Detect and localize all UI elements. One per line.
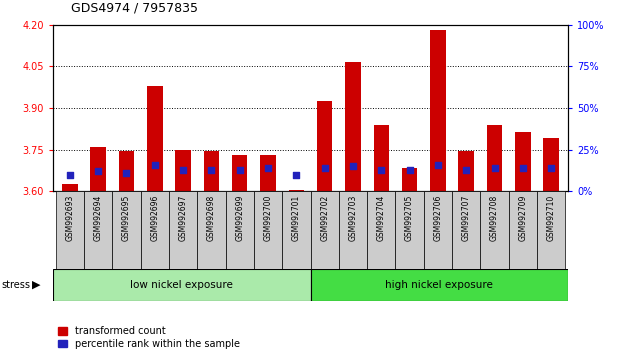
Point xyxy=(206,167,216,172)
Text: GSM992707: GSM992707 xyxy=(462,195,471,241)
Bar xyxy=(310,269,568,301)
Text: GSM992708: GSM992708 xyxy=(490,195,499,241)
Text: GSM992705: GSM992705 xyxy=(405,195,414,241)
Bar xyxy=(254,191,282,269)
Point xyxy=(376,167,386,172)
Text: stress: stress xyxy=(1,280,30,290)
Text: GSM992697: GSM992697 xyxy=(179,195,188,241)
Bar xyxy=(289,190,304,191)
Bar xyxy=(373,125,389,191)
Text: high nickel exposure: high nickel exposure xyxy=(386,280,493,290)
Text: GSM992695: GSM992695 xyxy=(122,195,131,241)
Bar xyxy=(396,191,424,269)
Bar xyxy=(119,151,134,191)
Text: GSM992702: GSM992702 xyxy=(320,195,329,241)
Point xyxy=(546,165,556,171)
Bar xyxy=(84,191,112,269)
Bar xyxy=(169,191,197,269)
Text: GSM992699: GSM992699 xyxy=(235,195,244,241)
Bar xyxy=(53,269,310,301)
Legend: transformed count, percentile rank within the sample: transformed count, percentile rank withi… xyxy=(58,326,240,349)
Bar xyxy=(345,62,361,191)
Point xyxy=(433,162,443,167)
Bar xyxy=(509,191,537,269)
Text: GSM992703: GSM992703 xyxy=(348,195,358,241)
Point xyxy=(518,165,528,171)
Point xyxy=(178,167,188,172)
Text: GSM992704: GSM992704 xyxy=(377,195,386,241)
Bar xyxy=(452,191,481,269)
Bar xyxy=(367,191,396,269)
Bar xyxy=(232,155,248,191)
Bar xyxy=(537,191,565,269)
Bar xyxy=(147,86,163,191)
Bar xyxy=(543,138,559,191)
Bar xyxy=(487,125,502,191)
Bar xyxy=(204,151,219,191)
Text: GSM992700: GSM992700 xyxy=(263,195,273,241)
Bar xyxy=(339,191,367,269)
Bar xyxy=(260,155,276,191)
Bar xyxy=(424,191,452,269)
Text: GDS4974 / 7957835: GDS4974 / 7957835 xyxy=(71,1,199,14)
Bar xyxy=(197,191,225,269)
Bar xyxy=(112,191,140,269)
Point xyxy=(122,170,132,176)
Bar xyxy=(402,167,417,191)
Bar xyxy=(225,191,254,269)
Point xyxy=(235,167,245,172)
Bar xyxy=(175,149,191,191)
Text: ▶: ▶ xyxy=(32,280,41,290)
Text: GSM992709: GSM992709 xyxy=(519,195,527,241)
Bar xyxy=(310,191,339,269)
Bar xyxy=(515,132,531,191)
Bar xyxy=(140,191,169,269)
Text: low nickel exposure: low nickel exposure xyxy=(130,280,233,290)
Text: GSM992694: GSM992694 xyxy=(94,195,102,241)
Text: GSM992706: GSM992706 xyxy=(433,195,442,241)
Text: GSM992696: GSM992696 xyxy=(150,195,159,241)
Bar xyxy=(430,30,446,191)
Point xyxy=(461,167,471,172)
Point xyxy=(489,165,499,171)
Text: GSM992693: GSM992693 xyxy=(65,195,75,241)
Point xyxy=(348,163,358,169)
Point xyxy=(405,167,415,172)
Point xyxy=(93,169,103,174)
Bar xyxy=(56,191,84,269)
Bar xyxy=(62,184,78,191)
Bar xyxy=(317,101,332,191)
Bar xyxy=(90,147,106,191)
Point xyxy=(150,162,160,167)
Bar xyxy=(458,151,474,191)
Point xyxy=(263,165,273,171)
Bar xyxy=(282,191,310,269)
Point xyxy=(291,172,301,177)
Text: GSM992701: GSM992701 xyxy=(292,195,301,241)
Text: GSM992710: GSM992710 xyxy=(546,195,556,241)
Bar xyxy=(481,191,509,269)
Point xyxy=(65,172,75,177)
Text: GSM992698: GSM992698 xyxy=(207,195,216,241)
Point xyxy=(320,165,330,171)
